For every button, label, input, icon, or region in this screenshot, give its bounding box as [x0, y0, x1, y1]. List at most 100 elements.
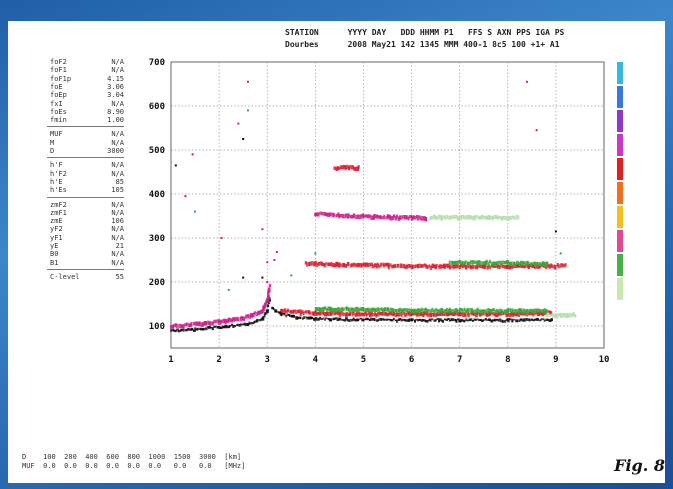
- echo-dot: [456, 309, 459, 313]
- echo-dot: [569, 312, 572, 317]
- echo-dot: [414, 216, 417, 220]
- echo-dot: [450, 312, 454, 316]
- echo-dot: [362, 262, 366, 267]
- echo-trace: [169, 283, 272, 330]
- echo-dot: [525, 312, 529, 317]
- echo-dot: [219, 326, 223, 330]
- echo-dot: [445, 214, 449, 219]
- noise-point: [314, 252, 317, 255]
- echo-dot: [512, 261, 515, 265]
- echo-dot: [501, 309, 504, 314]
- x-tick-label: 2: [216, 355, 221, 365]
- echo-dot: [556, 262, 559, 267]
- echo-dot: [561, 263, 564, 267]
- param-zme: zmE 106: [50, 217, 124, 225]
- echo-dot: [365, 307, 368, 312]
- param-value: N/A: [111, 169, 124, 178]
- echo-dot: [479, 312, 482, 317]
- echo-dot: [384, 307, 388, 312]
- echo-dot: [471, 311, 474, 316]
- echo-dot: [454, 318, 457, 322]
- echo-dot: [440, 311, 443, 316]
- echo-dot: [291, 314, 295, 317]
- echo-dot: [306, 316, 310, 320]
- echo-dot: [460, 261, 463, 265]
- echo-dot: [466, 215, 470, 220]
- echo-dot: [339, 263, 343, 268]
- echo-dot: [278, 311, 282, 314]
- mode-legend-swatch: [617, 134, 623, 156]
- echo-dot: [203, 328, 206, 330]
- echo-dot: [332, 263, 335, 268]
- echo-dot: [394, 312, 398, 318]
- echo-dot: [295, 309, 298, 315]
- echo-dot: [391, 319, 394, 322]
- echo-dot: [496, 215, 500, 220]
- echo-dot: [176, 328, 180, 332]
- echo-dot: [245, 323, 248, 327]
- echo-dot: [229, 325, 232, 327]
- echo-dot: [174, 323, 177, 328]
- echo-dot: [469, 318, 473, 321]
- echo-dot: [435, 264, 438, 268]
- echo-dot: [482, 309, 486, 314]
- echo-dot: [218, 325, 221, 329]
- echo-dot: [449, 265, 452, 270]
- echo-dot: [495, 312, 499, 318]
- echo-dot: [373, 308, 376, 313]
- echo-dot: [436, 309, 439, 314]
- echo-dot: [459, 259, 462, 264]
- noise-point: [194, 210, 197, 213]
- echo-dot: [442, 309, 446, 314]
- echo-dot: [498, 215, 501, 219]
- echo-dot: [479, 264, 482, 269]
- echo-dot: [477, 309, 481, 314]
- echo-dot: [457, 260, 461, 264]
- echo-dot: [472, 309, 476, 313]
- echo-dot: [429, 319, 432, 322]
- echo-dot: [311, 260, 314, 266]
- echo-dot: [267, 295, 270, 300]
- echo-dot: [303, 316, 306, 319]
- echo-dot: [216, 319, 219, 323]
- echo-dot: [235, 316, 239, 321]
- echo-dot: [365, 317, 369, 321]
- echo-dot: [224, 324, 228, 328]
- echo-dot: [471, 319, 475, 322]
- echo-dot: [315, 307, 319, 312]
- noise-point: [266, 281, 269, 283]
- echo-dot: [466, 264, 469, 268]
- echo-dot: [523, 318, 527, 320]
- echo-dot: [370, 311, 373, 316]
- echo-dot: [544, 265, 548, 270]
- param-label: D: [50, 147, 55, 155]
- echo-dot: [456, 318, 460, 321]
- echo-dot: [351, 165, 355, 170]
- echo-dot: [365, 312, 368, 317]
- echo-dot: [423, 263, 427, 267]
- echo-dot: [503, 215, 506, 220]
- echo-dot: [319, 261, 322, 266]
- echo-dot: [214, 319, 217, 324]
- echo-dot: [437, 309, 441, 314]
- echo-dot: [333, 213, 336, 217]
- echo-dot: [169, 325, 172, 330]
- param-yf1: yF1 N/A: [50, 234, 124, 242]
- echo-dot: [320, 261, 323, 266]
- echo-dot: [342, 262, 346, 267]
- echo-dot: [481, 261, 485, 265]
- echo-dot: [321, 311, 324, 315]
- echo-dot: [458, 308, 461, 313]
- echo-dot: [352, 308, 356, 312]
- y-tick-label: 500: [149, 146, 165, 156]
- echo-dot: [301, 317, 304, 320]
- echo-dot: [370, 215, 374, 220]
- echo-dot: [530, 262, 533, 267]
- echo-dot: [387, 264, 390, 270]
- echo-dot: [405, 264, 409, 269]
- echo-dot: [508, 308, 511, 312]
- echo-dot: [423, 319, 426, 322]
- echo-dot: [537, 311, 540, 317]
- mode-legend-swatch: [617, 158, 623, 180]
- echo-dot: [516, 319, 519, 323]
